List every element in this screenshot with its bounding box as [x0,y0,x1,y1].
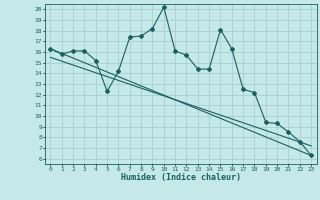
X-axis label: Humidex (Indice chaleur): Humidex (Indice chaleur) [121,173,241,182]
